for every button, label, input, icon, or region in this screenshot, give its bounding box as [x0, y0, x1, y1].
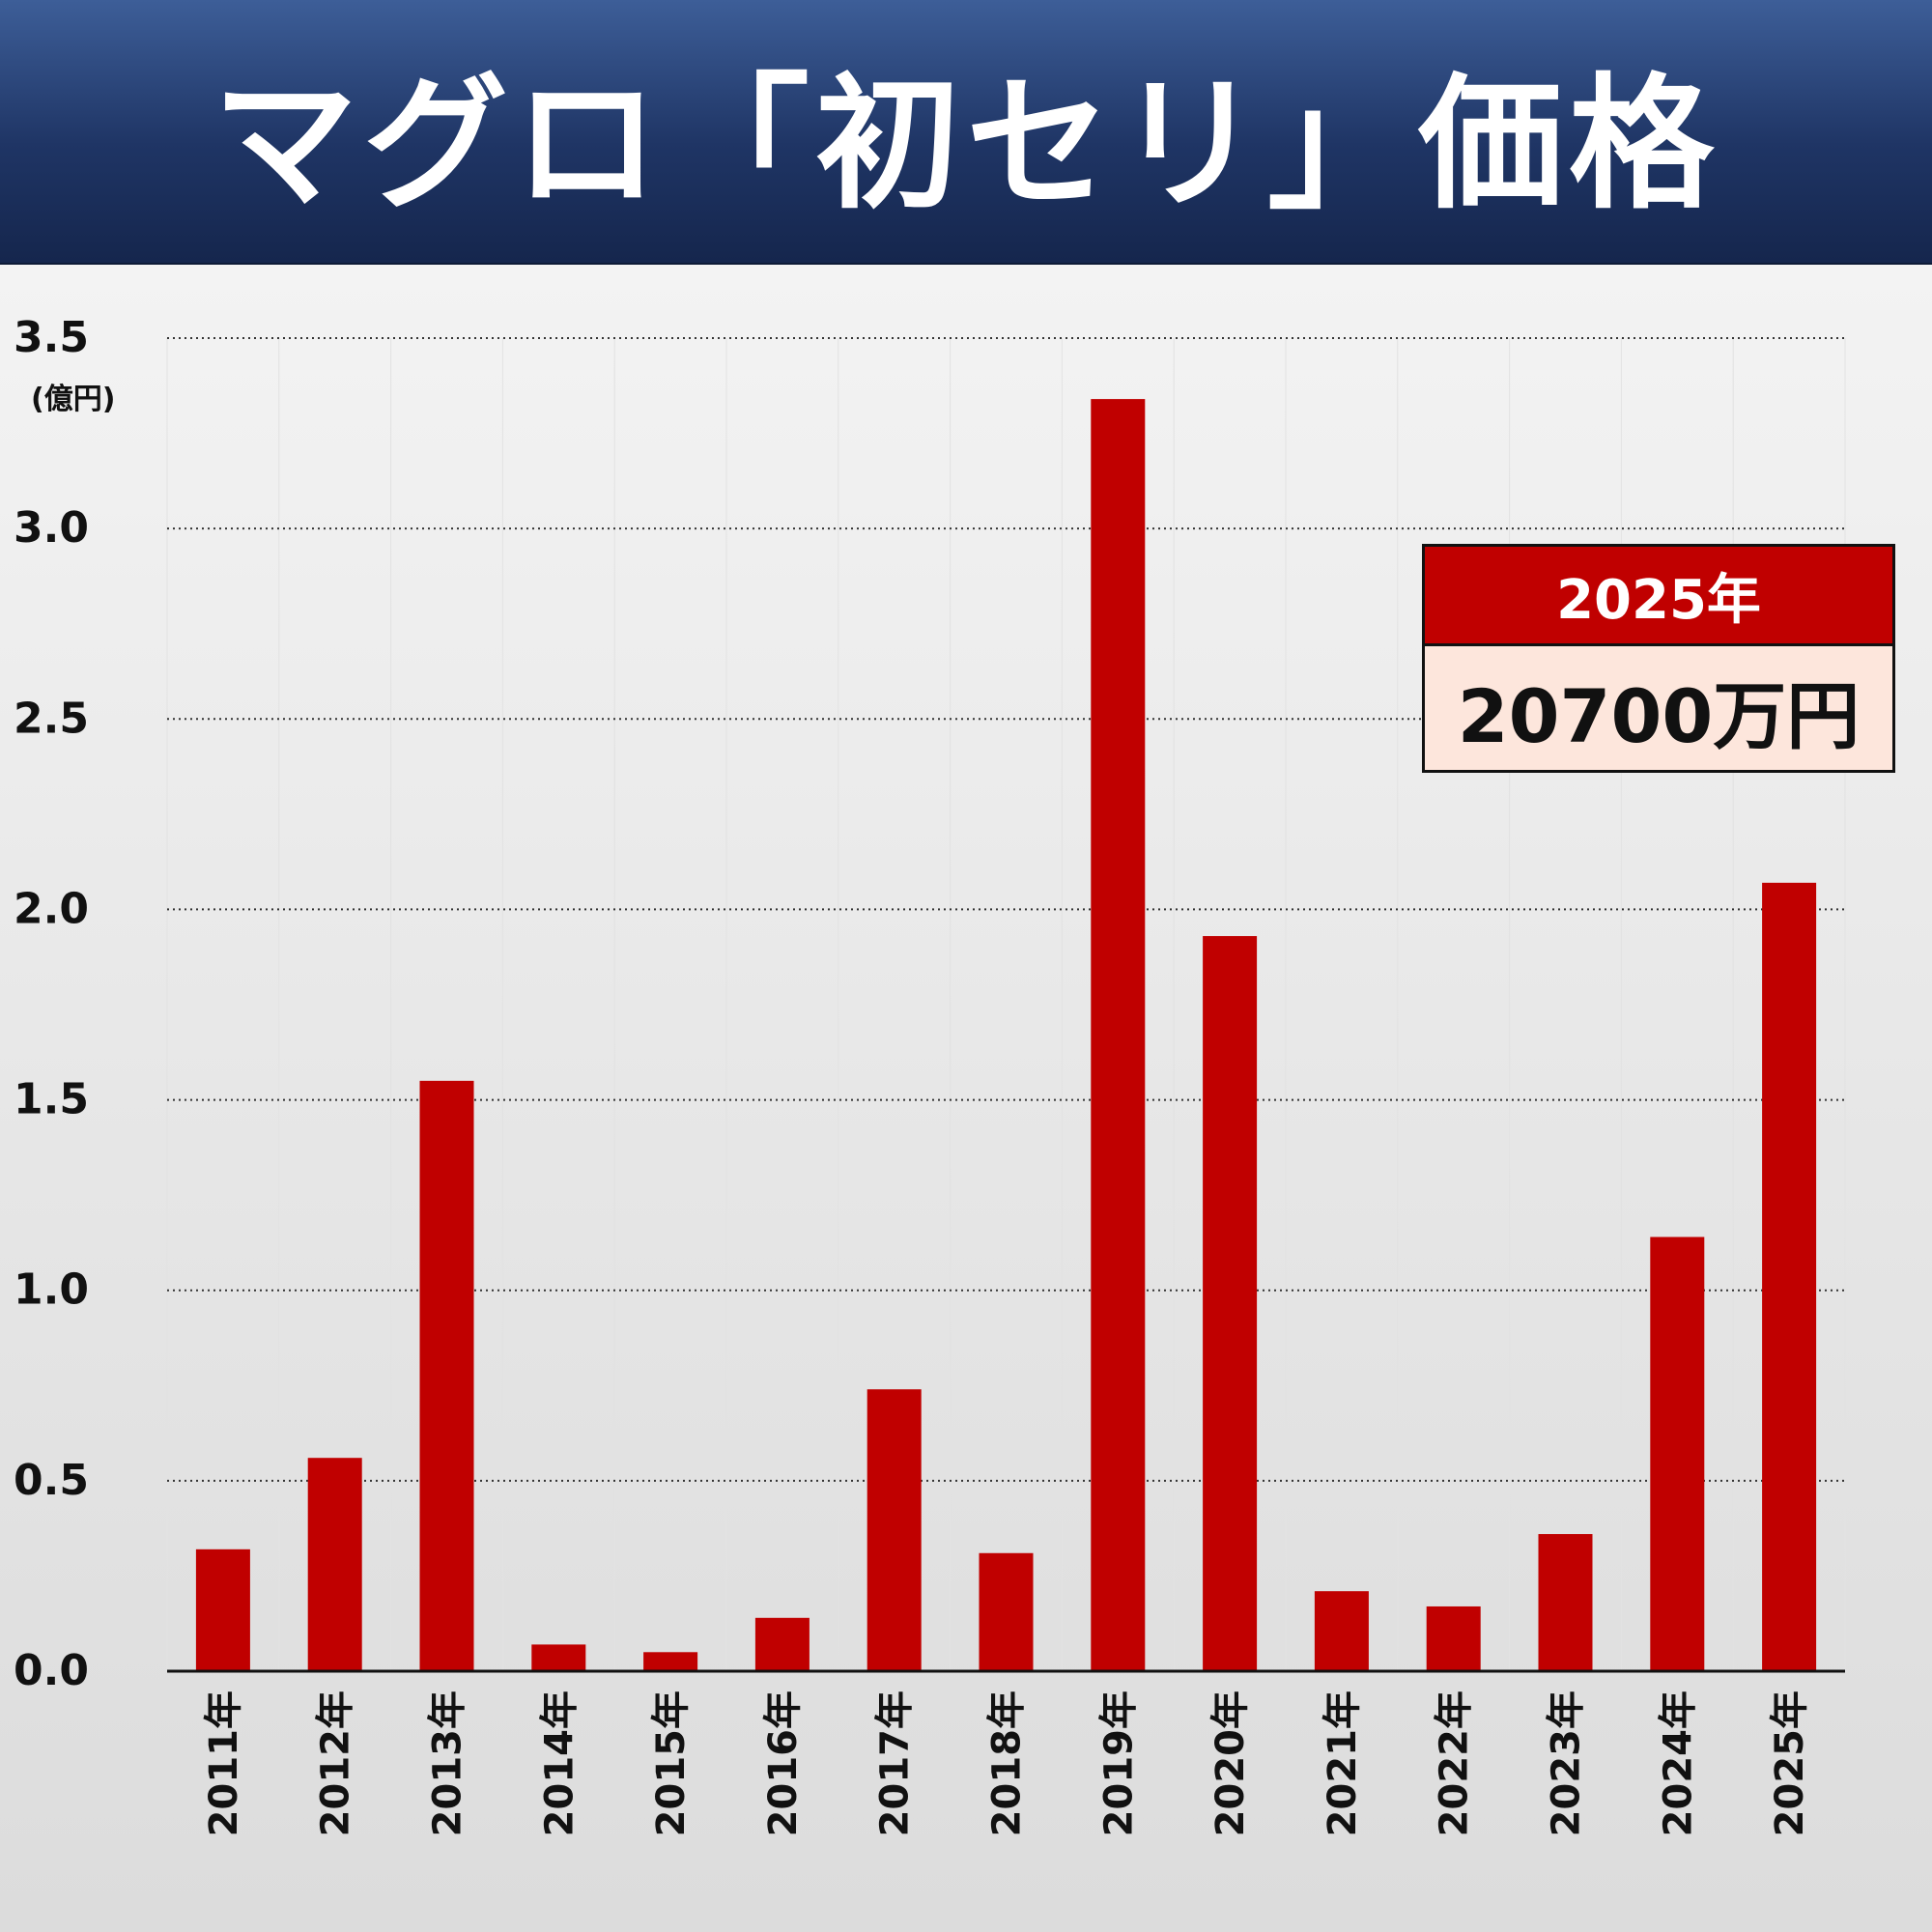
x-tick-label: 2016年 — [761, 1690, 806, 1836]
x-tick-label: 2020年 — [1208, 1690, 1253, 1836]
x-tick-label: 2021年 — [1321, 1690, 1365, 1836]
x-tick-label: 2024年 — [1656, 1690, 1700, 1836]
x-tick-label: 2013年 — [426, 1690, 470, 1836]
x-tick-label: 2017年 — [873, 1690, 918, 1836]
bar — [195, 1548, 250, 1671]
bar — [1538, 1534, 1593, 1671]
bar — [1314, 1591, 1369, 1671]
bar — [531, 1644, 586, 1671]
y-tick-label: 2.5 — [14, 694, 89, 743]
x-tick-label: 2018年 — [985, 1690, 1030, 1836]
y-tick-label: 1.0 — [14, 1265, 89, 1315]
x-tick-label: 2012年 — [314, 1690, 358, 1836]
bar — [754, 1617, 810, 1671]
x-tick-label: 2019年 — [1096, 1690, 1141, 1836]
bar — [979, 1552, 1034, 1671]
x-tick-label: 2025年 — [1768, 1690, 1812, 1836]
x-tick-label: 2015年 — [649, 1690, 694, 1836]
bar — [419, 1080, 474, 1671]
bar — [1203, 936, 1258, 1671]
y-tick-label: 0.5 — [14, 1456, 89, 1505]
bar — [643, 1652, 698, 1671]
y-tick-label: 3.5 — [14, 313, 89, 362]
y-tick-label: 0.0 — [14, 1646, 89, 1695]
x-tick-label: 2023年 — [1545, 1690, 1589, 1836]
bar — [1650, 1236, 1705, 1671]
bar — [1091, 399, 1146, 1671]
bar — [1426, 1605, 1481, 1671]
bar — [1762, 882, 1817, 1671]
chart-title: マグロ「初セリ」価格 — [212, 60, 1719, 229]
bar — [307, 1458, 362, 1671]
y-tick-label: 3.0 — [14, 503, 89, 553]
y-tick-label: 2.0 — [14, 884, 89, 933]
x-tick-label: 2014年 — [537, 1690, 582, 1836]
bar — [867, 1389, 922, 1671]
title-bar: マグロ「初セリ」価格 — [0, 0, 1932, 265]
callout-year: 2025年 — [1425, 547, 1892, 646]
y-tick-label: 1.5 — [14, 1075, 89, 1124]
x-tick-label: 2011年 — [202, 1690, 246, 1836]
bar-chart: 0.0 0.5 1.0 1.5 2.0 2.5 3.0 3.5 (億円) 2011年 2012年 20… — [14, 313, 1846, 1836]
x-tick-label: 2022年 — [1433, 1690, 1477, 1836]
latest-value-callout: 2025年 20700万円 — [1422, 544, 1895, 773]
callout-value: 20700万円 — [1457, 672, 1861, 759]
y-axis-unit-label: (億円) — [31, 383, 115, 416]
